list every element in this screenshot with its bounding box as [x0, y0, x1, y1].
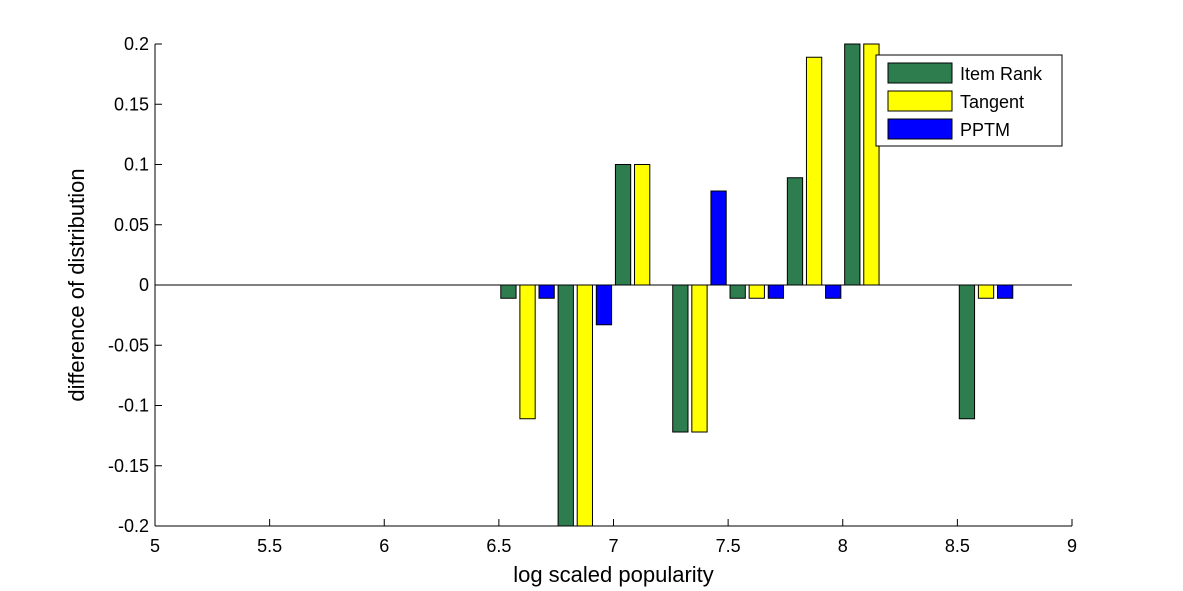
- y-tick-label: 0.15: [114, 94, 149, 114]
- x-tick-label: 7: [608, 536, 618, 556]
- legend-label: PPTM: [960, 120, 1010, 140]
- bar-pptm-7: [996, 284, 1014, 299]
- bar-pptm-3: [710, 190, 727, 286]
- bar-pptm-4: [767, 284, 785, 299]
- x-tick-label: 7.5: [716, 536, 741, 556]
- y-tick-label: -0.05: [108, 335, 149, 355]
- bar-tangent-3: [691, 284, 708, 433]
- x-axis-title: log scaled popularity: [513, 562, 714, 587]
- bar-pptm-1: [595, 284, 613, 326]
- bar-item-rank-7: [958, 284, 976, 420]
- y-tick-label: -0.15: [108, 456, 149, 476]
- bar-tangent-5: [805, 56, 823, 286]
- x-tick-label: 8.5: [945, 536, 970, 556]
- bar-item-rank-2: [614, 164, 632, 286]
- legend-swatch: [887, 62, 953, 84]
- legend: Item Rank Tangent PPTM: [875, 54, 1063, 147]
- legend-label: Tangent: [960, 92, 1024, 112]
- x-tick-label: 5: [150, 536, 160, 556]
- bars-group: [500, 43, 1014, 527]
- y-tick-label: 0.1: [124, 155, 149, 175]
- bar-tangent-2: [634, 164, 651, 286]
- bar-item-rank-0: [500, 284, 517, 299]
- y-tick-label: -0.2: [118, 516, 149, 536]
- bar-item-rank-1: [557, 284, 574, 527]
- bar-item-rank-6: [844, 43, 861, 286]
- bar-pptm-0: [538, 284, 555, 299]
- bar-pptm-5: [825, 284, 842, 299]
- bar-tangent-1: [576, 284, 593, 527]
- legend-swatch: [887, 118, 953, 140]
- x-tick-label: 6.5: [486, 536, 511, 556]
- y-tick-label: 0.05: [114, 215, 149, 235]
- x-tick-label: 5.5: [257, 536, 282, 556]
- bar-item-rank-4: [729, 284, 746, 299]
- x-tick-label: 8: [838, 536, 848, 556]
- y-tick-label: 0.2: [124, 34, 149, 54]
- legend-swatch: [887, 90, 953, 112]
- x-tick-label: 9: [1067, 536, 1077, 556]
- legend-label: Item Rank: [960, 64, 1043, 84]
- y-axis-title: difference of distribution: [64, 168, 89, 401]
- bar-item-rank-5: [786, 177, 804, 286]
- bar-tangent-0: [519, 284, 536, 420]
- x-tick-label: 6: [379, 536, 389, 556]
- bar-tangent-7: [977, 284, 995, 299]
- axes-group: 5 5.5 6 6.5 7 7.5 8 8.5 9 0.2 0.15 0.1 0.05 0 -0.05 -0.…: [108, 34, 1077, 556]
- y-tick-label: -0.1: [118, 396, 149, 416]
- bar-item-rank-3: [672, 284, 689, 433]
- y-tick-label: 0: [139, 275, 149, 295]
- bar-tangent-4: [748, 284, 765, 299]
